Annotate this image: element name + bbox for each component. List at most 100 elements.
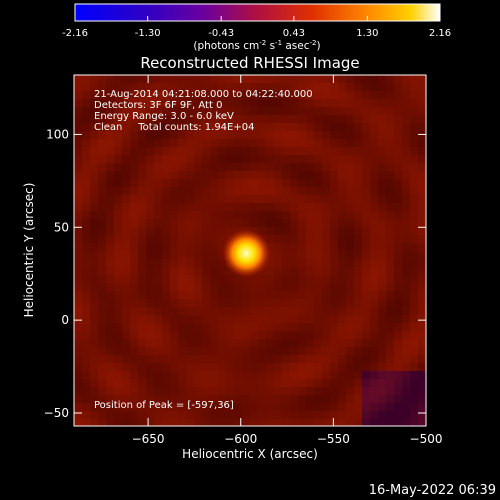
- heat-cell: [242, 171, 250, 179]
- heat-cell: [402, 331, 410, 339]
- heat-cell: [170, 147, 178, 155]
- heat-cell: [154, 203, 162, 211]
- heat-cell: [138, 275, 146, 283]
- heat-cell: [138, 107, 146, 115]
- heat-cell: [370, 403, 378, 411]
- heat-cell: [378, 219, 386, 227]
- heat-cell: [282, 75, 290, 83]
- heat-cell: [122, 203, 130, 211]
- heat-cell: [338, 395, 346, 403]
- heat-cell: [114, 291, 122, 299]
- heat-cell: [386, 395, 394, 403]
- heat-cell: [394, 139, 402, 147]
- heat-cell: [386, 203, 394, 211]
- heat-cell: [162, 347, 170, 355]
- heat-cell: [202, 275, 210, 283]
- heat-cell: [234, 75, 242, 83]
- heat-cell: [378, 411, 386, 419]
- heat-cell: [386, 363, 394, 371]
- heat-cell: [258, 211, 266, 219]
- heat-cell: [186, 219, 194, 227]
- heat-cell: [346, 323, 354, 331]
- heat-cell: [274, 227, 282, 235]
- heat-cell: [242, 219, 250, 227]
- heat-cell: [130, 387, 138, 395]
- heat-cell: [106, 347, 114, 355]
- heat-cell: [138, 315, 146, 323]
- heat-cell: [322, 179, 330, 187]
- heat-cell: [330, 267, 338, 275]
- heat-cell: [370, 339, 378, 347]
- heat-cell: [354, 403, 362, 411]
- heat-cell: [322, 331, 330, 339]
- heat-cell: [138, 371, 146, 379]
- heat-cell: [170, 163, 178, 171]
- heat-cell: [90, 235, 98, 243]
- heat-cell: [154, 259, 162, 267]
- heat-cell: [266, 339, 274, 347]
- heat-cell: [418, 91, 426, 99]
- heat-cell: [354, 387, 362, 395]
- heat-cell: [234, 179, 242, 187]
- heat-cell: [322, 155, 330, 163]
- heat-cell: [154, 75, 162, 83]
- heat-cell: [98, 299, 106, 307]
- heat-cell: [82, 187, 90, 195]
- heat-cell: [130, 211, 138, 219]
- heat-cell: [98, 99, 106, 107]
- heat-cell: [226, 171, 234, 179]
- heat-cell: [242, 315, 250, 323]
- heat-cell: [322, 227, 330, 235]
- heat-cell: [98, 131, 106, 139]
- heat-cell: [114, 147, 122, 155]
- heat-cell: [178, 91, 186, 99]
- heat-cell: [186, 267, 194, 275]
- heat-cell: [330, 91, 338, 99]
- heat-cell: [370, 251, 378, 259]
- heat-cell: [418, 179, 426, 187]
- heat-cell: [410, 107, 418, 115]
- heat-cell: [314, 251, 322, 259]
- heat-cell: [226, 275, 234, 283]
- heat-cell: [226, 403, 234, 411]
- heat-cell: [82, 91, 90, 99]
- heat-cell: [194, 339, 202, 347]
- heat-cell: [154, 283, 162, 291]
- heat-cell: [314, 419, 322, 426]
- heat-cell: [242, 363, 250, 371]
- heat-cell: [290, 347, 298, 355]
- heat-cell: [354, 211, 362, 219]
- heat-cell: [202, 347, 210, 355]
- heat-cell: [274, 187, 282, 195]
- heat-cell: [306, 283, 314, 291]
- heat-cell: [266, 147, 274, 155]
- heat-cell: [210, 387, 218, 395]
- heat-cell: [314, 235, 322, 243]
- heat-cell: [106, 251, 114, 259]
- heat-cell: [138, 139, 146, 147]
- annotation-time: 21-Aug-2014 04:21:08.000 to 04:22:40.000: [94, 89, 313, 100]
- heat-cell: [290, 307, 298, 315]
- heat-cell: [290, 227, 298, 235]
- heat-cell: [170, 403, 178, 411]
- heat-cell: [226, 187, 234, 195]
- heat-cell: [410, 387, 418, 395]
- heat-cell: [378, 299, 386, 307]
- heat-cell: [322, 355, 330, 363]
- heat-cell: [250, 371, 258, 379]
- heat-cell: [82, 227, 90, 235]
- heat-cell: [330, 75, 338, 83]
- heat-cell: [186, 187, 194, 195]
- heat-cell: [322, 363, 330, 371]
- heat-cell: [258, 219, 266, 227]
- heat-cell: [90, 195, 98, 203]
- heat-cell: [346, 419, 354, 426]
- heat-cell: [322, 123, 330, 131]
- heat-cell: [122, 291, 130, 299]
- heat-cell: [194, 331, 202, 339]
- heat-cell: [290, 187, 298, 195]
- heat-cell: [378, 99, 386, 107]
- colorbar-tick-label: -1.30: [135, 28, 161, 39]
- heat-cell: [194, 363, 202, 371]
- heat-cell: [218, 227, 226, 235]
